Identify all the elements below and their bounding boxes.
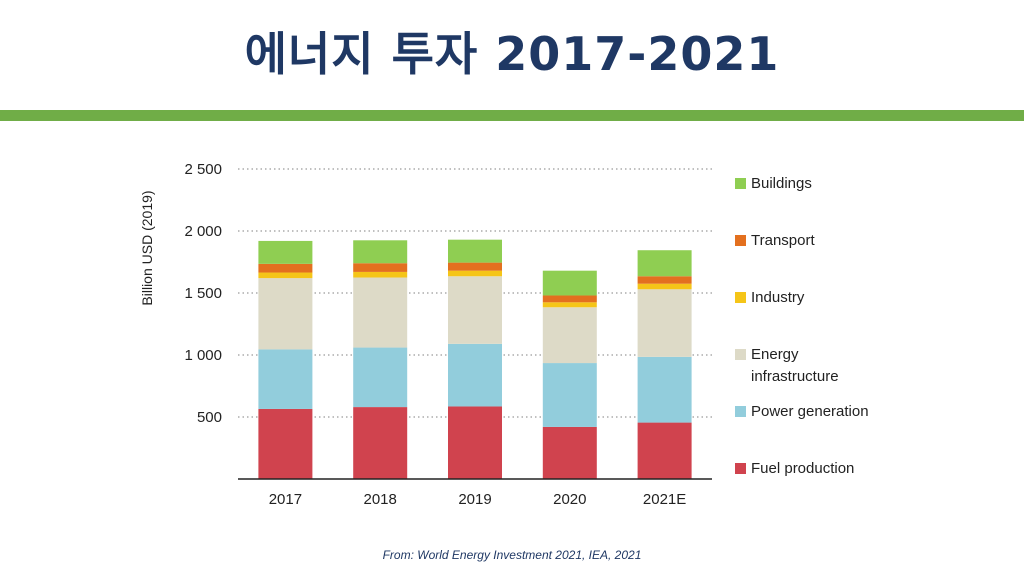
bar-2018-power-generation [353,347,408,408]
bar-2018-industry [353,271,408,278]
y-tick-label-2500: 2 500 [184,161,222,178]
y-tick-label-2000: 2 000 [184,223,222,240]
bar-2017-industry [258,272,313,279]
bar-2019-transport [448,262,502,271]
source-citation: From: World Energy Investment 2021, IEA,… [382,548,642,562]
bar-2021E-transport [637,276,692,284]
bar-2018-buildings [353,240,408,264]
legend-swatch-fuel-production [735,463,746,474]
bar-2017-transport [258,263,313,273]
legend-label-fuel-production: Fuel production [751,460,854,477]
legend-swatch-energy-infrastructure [735,349,746,360]
y-tick-label-1000: 1 000 [184,347,222,364]
bar-2020-energy-infrastructure [542,307,597,364]
title-accent-bar [0,110,1024,121]
bar-2021E-industry [637,283,692,290]
bar-2019-power-generation [448,343,502,407]
legend-swatch-power-generation [735,406,746,417]
bar-2018-fuel-production [353,407,408,479]
bar-2017-power-generation [258,349,313,409]
bar-2019-fuel-production [448,406,502,479]
legend-label-industry: Industry [751,289,805,306]
bar-2017-buildings [258,240,313,264]
legend-label-transport: Transport [751,232,815,249]
x-tick-label-2019: 2019 [458,491,491,508]
bar-2021E-power-generation [637,356,692,423]
bar-2020-power-generation [542,363,597,427]
bar-2021E-energy-infrastructure [637,289,692,357]
bar-2020-fuel-production [542,426,597,479]
y-tick-label-1500: 1 500 [184,285,222,302]
bar-2018-energy-infrastructure [353,277,408,348]
bar-2021E-fuel-production [637,422,692,479]
legend-swatch-industry [735,292,746,303]
y-tick-label-500: 500 [197,409,222,426]
y-axis-label: Billion USD (2019) [139,190,155,305]
bar-2019-energy-infrastructure [448,276,502,344]
bar-2020-buildings [542,270,597,296]
bar-2017-energy-infrastructure [258,278,313,350]
x-tick-label-2021E: 2021E [643,491,686,508]
bar-2021E-buildings [637,250,692,277]
legend-label-buildings: Buildings [751,175,812,192]
legend-label-power-generation: Power generation [751,403,869,420]
x-tick-label-2018: 2018 [364,491,397,508]
legend-label-energy-infrastructure-0: Energy [751,346,799,363]
bar-2017-fuel-production [258,408,313,479]
bar-2020-industry [542,302,597,308]
bar-2019-industry [448,270,502,277]
x-tick-label-2020: 2020 [553,491,586,508]
legend-swatch-transport [735,235,746,246]
legend-swatch-buildings [735,178,746,189]
bar-2018-transport [353,263,408,272]
bar-2019-buildings [448,239,502,263]
x-tick-label-2017: 2017 [269,491,302,508]
slide-title: 에너지 투자 2017-2021 [244,27,780,81]
bar-2020-transport [542,295,597,303]
legend-label-energy-infrastructure-1: infrastructure [751,368,839,385]
